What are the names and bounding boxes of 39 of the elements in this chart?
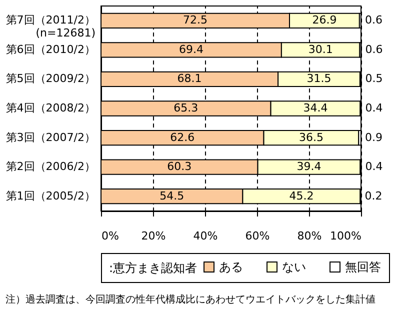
x-tick-label: 40%	[193, 230, 218, 242]
text: 注）過去調査は、今回調査の性年代構成比にあわせてウエイトバックをした集計値	[5, 294, 376, 306]
data-label: 39.4	[296, 160, 322, 174]
y-tick-label: 第6回（2010/2）	[6, 42, 96, 56]
data-label: 0.4	[365, 160, 383, 174]
data-label: 30.1	[308, 42, 333, 56]
data-label: 34.4	[303, 102, 328, 114]
legend-label: 無回答	[345, 260, 381, 274]
y-tick-label: 第1回（2005/2）	[6, 189, 96, 202]
legend-label: ない	[282, 260, 306, 274]
data-label: 0.6	[365, 14, 382, 27]
data-label: 72.5	[183, 14, 208, 27]
legend-label: ある	[219, 260, 243, 274]
data-label: 60.3	[167, 160, 192, 174]
data-label: 65.3	[174, 102, 198, 114]
y-tick-label: 第3回（2007/2）	[6, 130, 96, 144]
data-label: 62.6	[170, 130, 195, 144]
data-label: 26.9	[312, 14, 337, 27]
y-tick-label: 第5回（2009/2）	[6, 72, 96, 86]
data-label: 0.4	[365, 102, 383, 114]
x-tick-label: 100%	[330, 230, 362, 242]
y-tick-label: 第7回（2011/2） (n=12681)	[6, 14, 96, 40]
data-label: 0.9	[365, 130, 382, 144]
x-tick-label: 80%	[297, 230, 322, 242]
data-label: 68.1	[177, 72, 202, 86]
data-label: 0.5	[365, 72, 383, 86]
data-label: 36.5	[298, 130, 324, 144]
data-label: 0.2	[364, 189, 382, 202]
legend-title: :恵方まき認知者	[109, 261, 198, 275]
data-label: 31.5	[306, 72, 332, 86]
x-tick-label: 20%	[141, 230, 166, 242]
data-label: 45.2	[289, 189, 314, 202]
y-tick-label: 第4回（2008/2）	[6, 102, 96, 114]
data-label: 69.4	[178, 42, 204, 56]
y-tick-label: 第2回（2006/2）	[6, 160, 96, 174]
x-tick-label: 60%	[245, 230, 270, 242]
data-label: 54.5	[160, 189, 184, 202]
data-label: 0.6	[365, 42, 383, 56]
x-tick-label: 0%	[102, 230, 119, 242]
